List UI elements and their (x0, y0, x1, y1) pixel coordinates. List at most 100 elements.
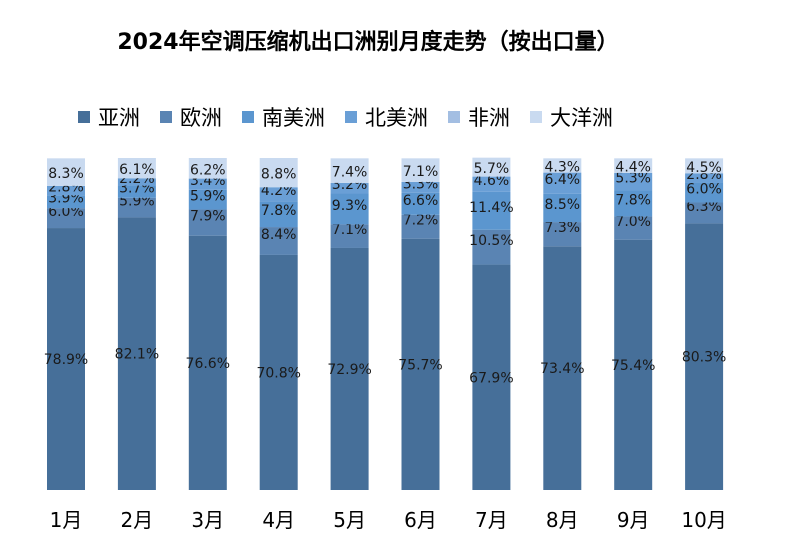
legend-label: 亚洲 (98, 106, 140, 130)
bar-segment (472, 157, 511, 177)
data-label: 82.1% (115, 347, 159, 363)
legend-item-asia: 亚洲 (78, 102, 140, 132)
bar-segment (117, 185, 156, 198)
legend-item-africa: 非洲 (448, 102, 510, 132)
bar-segment (330, 224, 369, 248)
data-label: 75.7% (398, 357, 442, 373)
data-label: 76.6% (186, 356, 230, 372)
bar-segment (330, 247, 369, 490)
legend-label: 非洲 (468, 106, 510, 130)
x-tick-label: 4月 (262, 508, 295, 532)
bar-segment (188, 178, 227, 190)
x-tick-label: 8月 (546, 508, 579, 532)
bar-segment (401, 158, 440, 182)
legend-label: 欧洲 (180, 106, 222, 130)
bar-segment (259, 254, 298, 490)
data-label: 6.3% (686, 199, 722, 215)
x-tick-label: 3月 (191, 508, 224, 532)
bar-segment (259, 227, 298, 255)
bar-segment (117, 217, 156, 491)
legend-swatch (78, 111, 90, 123)
bar-segment (259, 158, 298, 188)
legend-item-europe: 欧洲 (160, 102, 222, 132)
x-tick-label: 10月 (681, 508, 726, 532)
bar-segment (614, 172, 653, 191)
bar-segment (543, 193, 582, 223)
bar-segment (401, 192, 440, 215)
bar-segment (472, 264, 511, 490)
bar-segment (259, 201, 298, 228)
bar-segment (614, 216, 653, 240)
bar-segment (543, 172, 582, 194)
bar-segment (685, 223, 724, 491)
data-label: 8.4% (261, 227, 297, 243)
bar-segment (47, 185, 85, 196)
data-label: 5.7% (474, 161, 510, 177)
legend-swatch (345, 111, 357, 123)
data-label: 6.2% (190, 162, 226, 178)
legend-swatch (448, 111, 460, 123)
data-label: 4.5% (686, 160, 722, 176)
x-tick-label: 5月 (333, 508, 366, 532)
legend-swatch (242, 111, 254, 123)
data-label: 10.5% (469, 233, 513, 249)
data-label: 11.4% (469, 200, 513, 216)
bar-segment (330, 182, 369, 194)
data-label: 7.1% (332, 222, 368, 238)
bar-segment (685, 173, 724, 183)
chart-legend: 亚洲 欧洲 南美洲 北美洲 非洲 大洋洲 (78, 100, 633, 134)
data-label: 8.8% (261, 167, 297, 183)
x-tick-label: 2月 (121, 508, 154, 532)
bar-segment (47, 158, 85, 186)
bar-segment (614, 239, 653, 490)
data-label: 67.9% (469, 370, 513, 386)
legend-swatch (160, 111, 172, 123)
bar-segment (117, 158, 156, 179)
data-label: 7.4% (332, 165, 368, 181)
legend-label: 南美洲 (262, 106, 325, 130)
data-label: 7.1% (403, 164, 439, 180)
bar-segment (543, 222, 582, 247)
data-label: 7.3% (545, 220, 581, 236)
data-label: 7.0% (615, 214, 651, 230)
bar-segment (472, 229, 511, 265)
bar-segment (47, 228, 85, 490)
x-tick-label: 6月 (404, 508, 437, 532)
bar-segment (614, 190, 653, 217)
bar-segment (685, 158, 724, 174)
data-label: 75.4% (611, 358, 655, 374)
bar-segment (401, 238, 440, 490)
bar-segment (330, 158, 369, 183)
data-label: 8.5% (545, 197, 581, 213)
bar-segment (259, 187, 298, 202)
bar-segment (117, 178, 156, 186)
bar-segment (330, 193, 369, 225)
data-label: 7.2% (403, 213, 439, 229)
data-label: 4.6% (474, 173, 510, 189)
data-label: 7.9% (190, 209, 226, 225)
x-tick-label: 9月 (617, 508, 650, 532)
data-label: 6.4% (545, 172, 581, 188)
bar-segment (47, 195, 85, 209)
legend-swatch (530, 111, 542, 123)
legend-item-south-america: 南美洲 (242, 102, 325, 132)
x-tick-label: 1月 (50, 508, 83, 532)
legend-label: 北美洲 (365, 106, 428, 130)
data-label: 4.4% (615, 160, 651, 176)
data-label: 8.3% (48, 166, 84, 182)
bar-segment (188, 158, 227, 179)
data-label: 70.8% (256, 365, 300, 381)
bar-segment (401, 181, 440, 193)
bar-segment (472, 176, 511, 192)
bar-segment (685, 202, 724, 224)
legend-item-north-america: 北美洲 (345, 102, 428, 132)
data-label: 80.3% (682, 350, 726, 366)
data-label: 9.3% (332, 198, 368, 214)
bar-segment (47, 208, 85, 229)
data-label: 73.4% (540, 361, 584, 377)
data-label: 7.8% (261, 203, 297, 219)
data-label: 6.0% (686, 182, 722, 198)
x-tick-label: 7月 (475, 508, 508, 532)
data-label: 78.9% (44, 352, 88, 368)
